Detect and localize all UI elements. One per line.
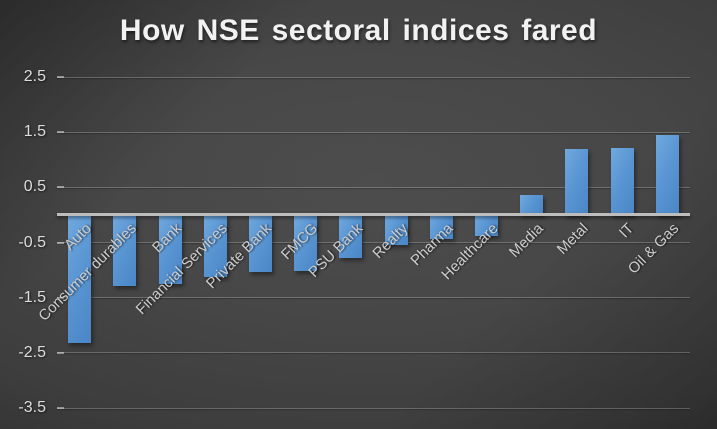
bar — [203, 214, 227, 277]
y-tick-label: -1.5 — [18, 288, 46, 306]
gridline — [57, 352, 690, 354]
gridline — [57, 76, 690, 78]
gridline — [57, 131, 690, 133]
bar — [113, 214, 137, 286]
bar — [520, 194, 544, 215]
y-axis-tick — [57, 296, 64, 299]
y-axis-tick — [57, 241, 64, 244]
category-label: IT — [615, 219, 638, 242]
y-tick-label: 1.5 — [23, 123, 46, 141]
bar — [384, 214, 408, 246]
y-tick-label: 0.5 — [23, 178, 46, 196]
bar — [158, 214, 182, 284]
y-axis-tick — [57, 407, 64, 409]
bar — [475, 214, 499, 237]
bar — [294, 214, 318, 271]
gridline — [57, 242, 690, 243]
gridline — [57, 297, 690, 299]
y-axis-tick — [57, 186, 64, 189]
gridline — [57, 186, 690, 188]
bar — [655, 134, 679, 215]
y-tick-label: 2.5 — [23, 68, 46, 85]
y-tick-label: -0.5 — [18, 233, 46, 251]
category-label: Media — [505, 219, 547, 261]
y-axis-tick — [57, 76, 64, 78]
y-axis-tick — [57, 131, 64, 134]
bar — [610, 147, 634, 215]
y-tick-label: -2.5 — [18, 343, 46, 361]
x-axis-line — [57, 213, 690, 216]
category-label: Metal — [554, 219, 592, 258]
gridline — [57, 407, 690, 409]
bar — [429, 214, 453, 239]
y-tick-label: -3.5 — [18, 399, 46, 416]
chart-title: How NSE sectoral indices fared — [119, 14, 598, 47]
bar — [248, 214, 272, 272]
y-axis-tick — [57, 351, 64, 354]
bar — [68, 214, 92, 343]
bar — [565, 149, 589, 215]
bar — [339, 214, 363, 259]
